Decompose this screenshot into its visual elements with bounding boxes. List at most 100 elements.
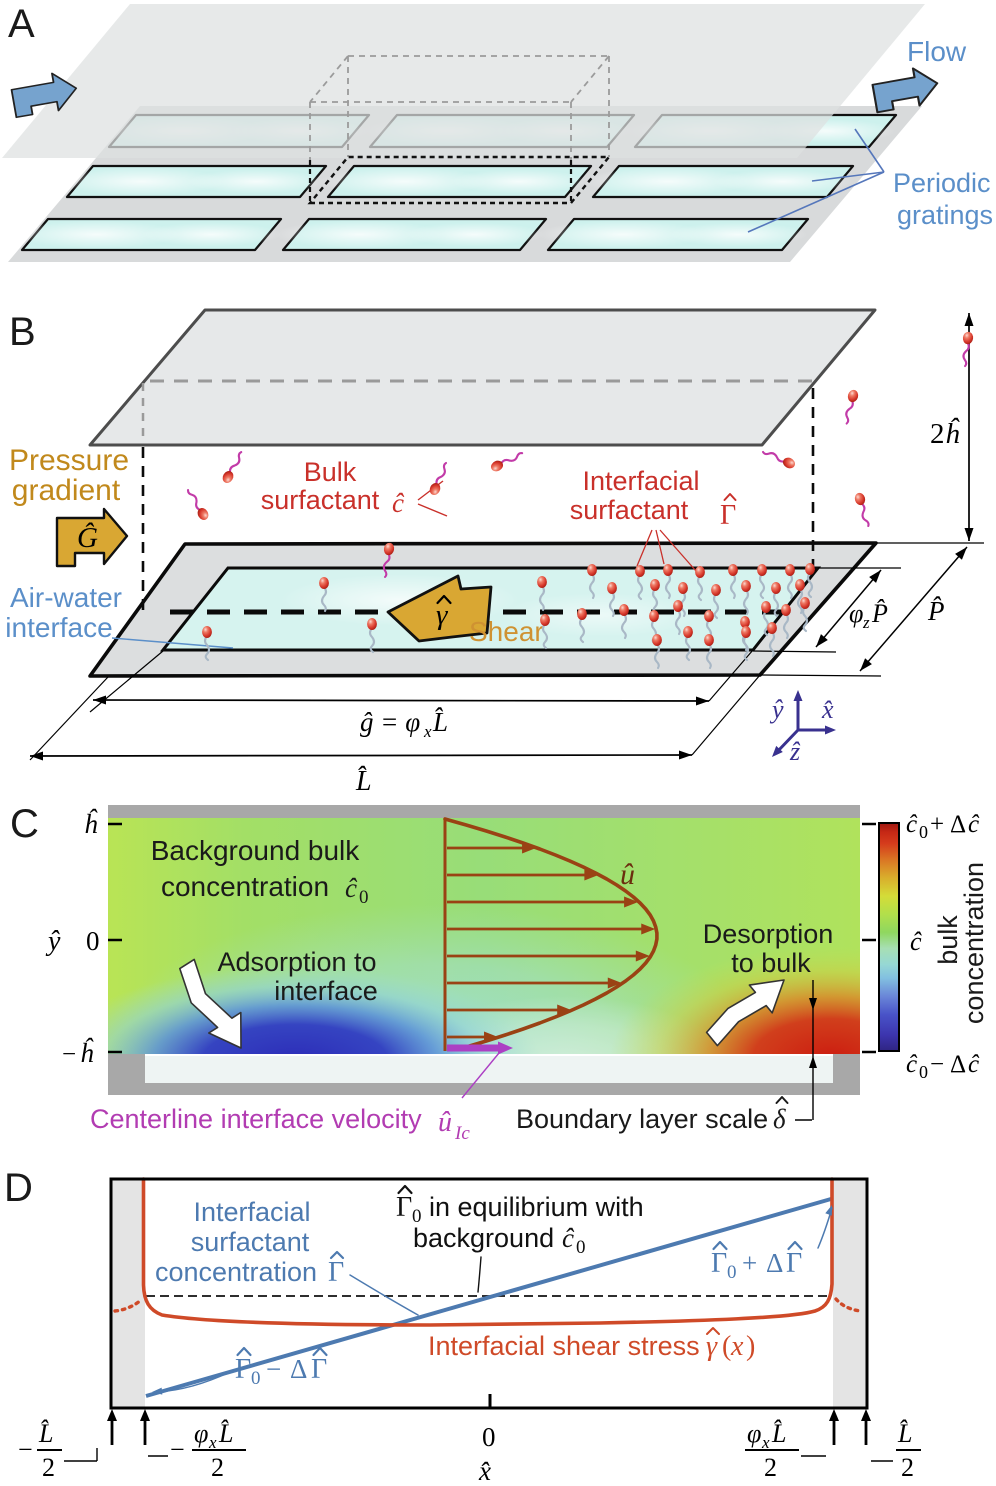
svg-text:ẑ: ẑ: [789, 737, 801, 766]
svg-text:γ: γ: [706, 1331, 718, 1362]
svg-text:ĉ: ĉ: [562, 1223, 575, 1253]
svg-text:): ): [746, 1331, 755, 1362]
svg-text:Γ: Γ: [328, 1257, 344, 1288]
svg-text:surfactant: surfactant: [191, 1227, 310, 1257]
svg-text:δ: δ: [773, 1104, 786, 1134]
svg-text:L̂: L̂: [432, 707, 448, 737]
svg-text:Flow: Flow: [907, 36, 967, 67]
svg-text:2: 2: [42, 1453, 55, 1482]
svg-text:ĉ: ĉ: [968, 1051, 980, 1078]
svg-text:interface: interface: [5, 612, 112, 643]
svg-text:0: 0: [919, 822, 928, 842]
svg-text:Δ: Δ: [290, 1354, 307, 1384]
svg-text:0: 0: [251, 1368, 261, 1389]
svg-text:û: û: [620, 858, 635, 891]
svg-text:bulk: bulk: [933, 915, 963, 965]
svg-text:0: 0: [482, 1422, 496, 1452]
svg-text:γ: γ: [436, 599, 449, 631]
svg-text:L̂: L̂: [355, 766, 372, 797]
svg-text:Bulk: Bulk: [304, 457, 357, 487]
svg-text:−: −: [170, 1435, 185, 1464]
svg-text:ĉ: ĉ: [906, 1051, 918, 1078]
svg-text:background: background: [413, 1223, 554, 1253]
svg-text:x̂: x̂: [478, 1456, 491, 1486]
svg-text:−: −: [18, 1435, 33, 1464]
svg-text:L̂: L̂: [218, 1419, 233, 1448]
svg-text:ŷ: ŷ: [45, 926, 61, 957]
svg-text:gratings: gratings: [897, 200, 993, 230]
svg-text:P̂: P̂: [871, 599, 888, 628]
svg-text:concentration: concentration: [959, 862, 989, 1024]
svg-text:x̂: x̂: [821, 695, 834, 724]
svg-text:(: (: [722, 1331, 731, 1362]
svg-text:0: 0: [727, 1262, 737, 1283]
svg-text:Interfacial shear stress: Interfacial shear stress: [428, 1331, 700, 1361]
svg-text:A: A: [8, 2, 35, 46]
svg-text:surfactant: surfactant: [570, 495, 689, 525]
svg-text:φ: φ: [194, 1419, 208, 1448]
svg-text:L̂: L̂: [897, 1419, 912, 1448]
svg-text:−: −: [62, 1041, 76, 1068]
svg-text:ĉ: ĉ: [392, 488, 405, 518]
svg-text:gradient: gradient: [12, 474, 121, 507]
svg-text:2: 2: [930, 418, 945, 450]
svg-text:to bulk: to bulk: [731, 948, 811, 978]
svg-text:−: −: [266, 1354, 281, 1384]
svg-text:ĉ: ĉ: [345, 873, 358, 903]
svg-text:û: û: [438, 1107, 452, 1138]
svg-text:Δ: Δ: [950, 811, 966, 838]
svg-text:Γ: Γ: [786, 1248, 802, 1279]
svg-text:x: x: [761, 1433, 770, 1452]
svg-text:−: −: [930, 1051, 944, 1078]
svg-text:interface: interface: [274, 976, 378, 1006]
svg-text:C: C: [10, 802, 39, 846]
svg-text:Γ: Γ: [311, 1354, 327, 1385]
svg-text:B: B: [9, 310, 36, 354]
svg-text:ĥ: ĥ: [80, 1037, 94, 1068]
svg-text:+: +: [930, 811, 944, 838]
svg-text:φ: φ: [849, 599, 863, 628]
svg-text:Shear: Shear: [469, 616, 544, 647]
svg-text:Boundary layer scale: Boundary layer scale: [516, 1104, 768, 1134]
svg-text:2: 2: [211, 1453, 224, 1482]
svg-text:ĥ: ĥ: [945, 417, 960, 450]
svg-text:Periodic: Periodic: [893, 168, 991, 198]
svg-text:Γ: Γ: [396, 1192, 412, 1223]
svg-text:concentration: concentration: [161, 871, 329, 902]
svg-text:0: 0: [412, 1206, 422, 1227]
svg-text:Γ: Γ: [711, 1248, 727, 1279]
svg-text:φ: φ: [747, 1419, 761, 1448]
svg-text:x: x: [208, 1433, 217, 1452]
svg-text:ĥ: ĥ: [84, 808, 98, 839]
svg-text:ŷ: ŷ: [769, 695, 784, 724]
svg-text:2: 2: [901, 1453, 914, 1482]
svg-text:0: 0: [86, 926, 100, 956]
svg-text:Δ: Δ: [950, 1051, 966, 1078]
svg-text:Adsorption to: Adsorption to: [217, 947, 376, 977]
svg-text:Ic: Ic: [454, 1123, 470, 1144]
svg-text:ĉ: ĉ: [968, 811, 980, 838]
svg-text:P̂: P̂: [927, 596, 945, 626]
svg-text:Γ: Γ: [235, 1354, 251, 1385]
svg-text:concentration: concentration: [155, 1257, 317, 1287]
svg-text:+: +: [742, 1248, 757, 1278]
svg-text:ĝ = φ: ĝ = φ: [360, 707, 420, 737]
svg-text:0: 0: [359, 887, 369, 908]
svg-text:surfactant: surfactant: [261, 485, 380, 515]
svg-text:Air-water: Air-water: [10, 582, 122, 613]
svg-text:x: x: [730, 1331, 744, 1362]
svg-text:L̂: L̂: [771, 1419, 786, 1448]
svg-text:D: D: [4, 1166, 33, 1210]
svg-text:Interfacial: Interfacial: [582, 466, 699, 496]
svg-text:Ĝ: Ĝ: [77, 521, 98, 554]
svg-text:2: 2: [764, 1453, 777, 1482]
svg-text:0: 0: [919, 1062, 928, 1082]
svg-text:Pressure: Pressure: [9, 444, 129, 477]
svg-text:Desorption: Desorption: [703, 919, 834, 949]
svg-text:x: x: [423, 722, 432, 741]
svg-text:Interfacial: Interfacial: [193, 1197, 310, 1227]
svg-text:Centerline interface velocity: Centerline interface velocity: [90, 1104, 422, 1134]
svg-text:0: 0: [576, 1237, 586, 1258]
svg-text:in equilibrium with: in equilibrium with: [429, 1192, 644, 1222]
svg-text:L̂: L̂: [38, 1419, 53, 1448]
